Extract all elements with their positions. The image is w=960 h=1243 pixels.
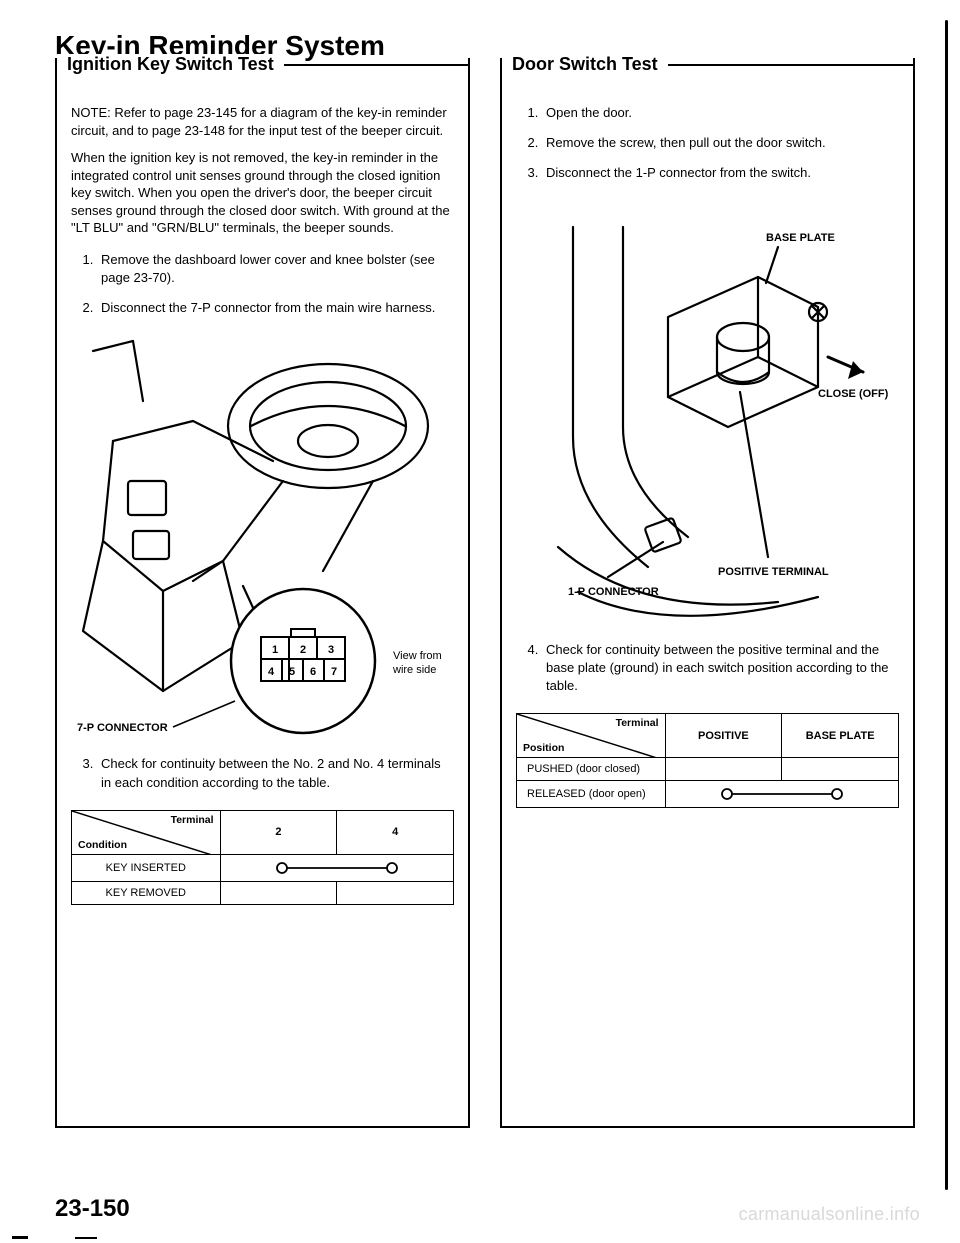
- diag-top: Terminal: [171, 814, 214, 826]
- print-mark: [75, 1237, 97, 1239]
- step-item: Disconnect the 7-P connector from the ma…: [97, 299, 454, 317]
- continuity-cell: [220, 854, 453, 881]
- door-switch-figure: BASE PLATE CLOSE (OFF) POSITIVE TERMINAL…: [516, 197, 899, 627]
- step-item: Remove the dashboard lower cover and kne…: [97, 251, 454, 287]
- continuity-cell: [220, 881, 337, 904]
- continuity-cell: [337, 881, 454, 904]
- step-item: Check for continuity between the No. 2 a…: [97, 755, 454, 791]
- section-heading-right: Door Switch Test: [502, 54, 668, 75]
- col-header: 2: [220, 810, 337, 854]
- door-switch-section: Door Switch Test Open the door. Remove t…: [500, 68, 915, 1128]
- page-edge-mark: [945, 20, 948, 1190]
- svg-text:7-P CONNECTOR: 7-P CONNECTOR: [77, 722, 168, 734]
- col-header: POSITIVE: [665, 714, 782, 758]
- diag-top: Terminal: [616, 717, 659, 729]
- svg-text:3: 3: [327, 644, 333, 656]
- page-number: 23-150: [55, 1195, 130, 1223]
- svg-text:View from: View from: [393, 650, 442, 662]
- col-header: 4: [337, 810, 454, 854]
- paragraph-text: When the ignition key is not removed, th…: [71, 149, 454, 237]
- svg-text:6: 6: [309, 666, 315, 678]
- watermark: carmanualsonline.info: [739, 1204, 920, 1225]
- svg-text:1-P CONNECTOR: 1-P CONNECTOR: [568, 586, 659, 598]
- diag-bottom: Condition: [78, 839, 127, 851]
- continuity-table-left: Terminal Condition 2 4 KEY INSERTED KEY …: [71, 810, 454, 905]
- row-label: KEY INSERTED: [72, 854, 221, 881]
- diag-bottom: Position: [523, 742, 564, 754]
- section-heading-left: Ignition Key Switch Test: [57, 54, 284, 75]
- step-item: Disconnect the 1-P connector from the sw…: [542, 164, 899, 182]
- svg-text:4: 4: [267, 666, 274, 678]
- ignition-switch-section: Ignition Key Switch Test NOTE: Refer to …: [55, 68, 470, 1128]
- row-label: KEY REMOVED: [72, 881, 221, 904]
- dashboard-figure: 1 2 3 4 5 6 7 View from wire side 7-P CO…: [71, 331, 454, 741]
- step-item: Check for continuity between the positiv…: [542, 641, 899, 696]
- svg-text:CLOSE (OFF): CLOSE (OFF): [818, 388, 889, 400]
- continuity-table-right: Terminal Position POSITIVE BASE PLATE PU…: [516, 713, 899, 808]
- svg-text:5: 5: [288, 666, 294, 678]
- print-mark: [12, 1236, 28, 1239]
- note-text: NOTE: Refer to page 23-145 for a diagram…: [71, 104, 454, 139]
- col-header: BASE PLATE: [782, 714, 899, 758]
- step-item: Open the door.: [542, 104, 899, 122]
- svg-text:7: 7: [330, 666, 336, 678]
- continuity-cell: [665, 781, 898, 808]
- step-item: Remove the screw, then pull out the door…: [542, 134, 899, 152]
- svg-text:1: 1: [271, 644, 277, 656]
- svg-text:POSITIVE TERMINAL: POSITIVE TERMINAL: [718, 566, 829, 578]
- continuity-cell: [782, 758, 899, 781]
- row-label: RELEASED (door open): [517, 781, 666, 808]
- continuity-cell: [665, 758, 782, 781]
- svg-text:2: 2: [299, 644, 305, 656]
- svg-text:wire side: wire side: [392, 664, 436, 676]
- svg-text:BASE PLATE: BASE PLATE: [766, 232, 835, 244]
- row-label: PUSHED (door closed): [517, 758, 666, 781]
